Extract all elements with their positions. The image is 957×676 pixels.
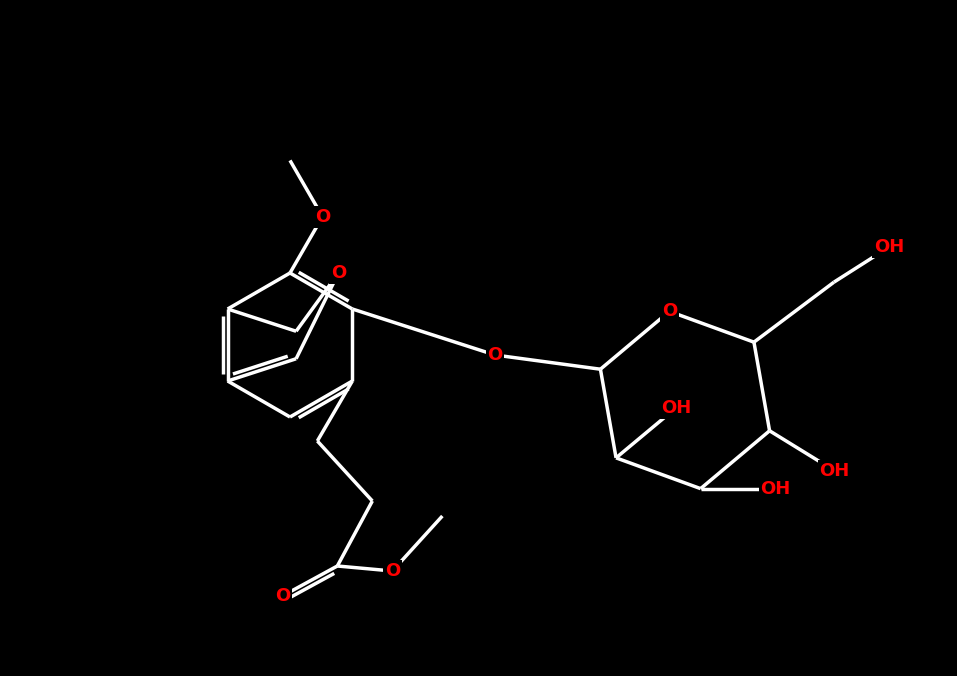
- Text: O: O: [487, 346, 502, 364]
- Text: OH: OH: [761, 480, 790, 498]
- Text: O: O: [331, 264, 346, 282]
- Text: O: O: [275, 587, 290, 605]
- Text: OH: OH: [874, 238, 904, 256]
- Text: O: O: [315, 208, 330, 226]
- Text: O: O: [661, 302, 677, 320]
- Text: OH: OH: [819, 462, 850, 480]
- Text: OH: OH: [661, 399, 691, 417]
- Text: O: O: [385, 562, 400, 580]
